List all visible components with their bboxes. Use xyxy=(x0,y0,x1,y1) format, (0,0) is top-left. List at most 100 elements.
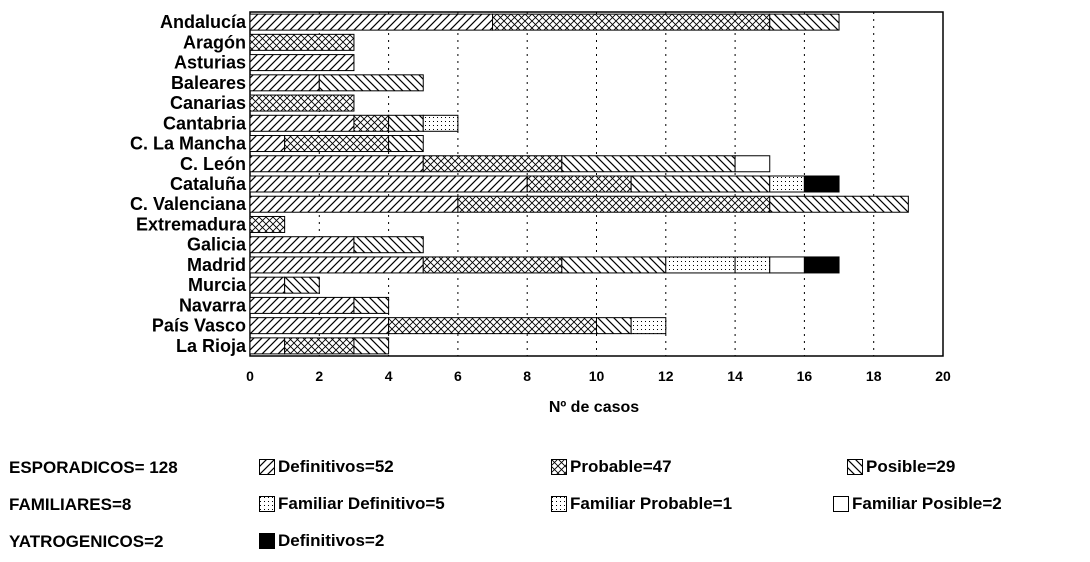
bar-segment xyxy=(561,155,736,173)
category-label: C. León xyxy=(180,154,246,174)
bar-segment xyxy=(388,135,424,153)
legend-item-posible: Posible=29 xyxy=(847,457,955,477)
legend-item-label: Posible=29 xyxy=(866,457,956,476)
legend-item-label: Familiar Posible=2 xyxy=(852,494,1002,513)
x-tick-label: 20 xyxy=(935,368,951,384)
bar-segment xyxy=(422,114,459,132)
bar-segment xyxy=(734,155,771,173)
back-diagonal-hatch-icon xyxy=(847,459,863,475)
bar-segment xyxy=(249,74,320,92)
legend-item-probable: Probable=47 xyxy=(551,457,672,477)
x-tick-label: 14 xyxy=(727,368,743,384)
bar-segment xyxy=(249,337,286,355)
bar-segment xyxy=(665,256,736,274)
legend-item-yatrogenicos-definitivos: Definitivos=2 xyxy=(259,531,384,551)
legend-group-familiares: FAMILIARES=8 xyxy=(9,495,132,514)
category-labels: AndalucíaAragónAsturiasBalearesCanariasC… xyxy=(130,12,247,356)
bar-segment xyxy=(249,13,494,31)
x-tick-label: 8 xyxy=(523,368,531,384)
bar-segment xyxy=(249,94,355,112)
bar-segment xyxy=(249,276,286,294)
legend-group-yatrogenicos: YATROGENICOS=2 xyxy=(9,532,164,551)
x-tick-label: 2 xyxy=(315,368,323,384)
bar-segment xyxy=(561,256,667,274)
category-label: Extremadura xyxy=(136,214,247,234)
bar-segment xyxy=(388,317,597,335)
bar-segment xyxy=(249,54,355,72)
x-tick-label: 16 xyxy=(797,368,813,384)
crosshatch-icon xyxy=(551,459,567,475)
legend-item-label: Familiar Probable=1 xyxy=(570,494,733,513)
category-label: C. La Mancha xyxy=(130,134,247,154)
bar-segment xyxy=(769,13,840,31)
bar-segment xyxy=(630,317,667,335)
category-label: Madrid xyxy=(187,255,246,275)
legend-item-definitivos: Definitivos=52 xyxy=(259,457,394,477)
bar-segment xyxy=(284,135,390,153)
x-tick-label: 0 xyxy=(246,368,254,384)
bar-segment xyxy=(249,114,355,132)
legend-item-label: Familiar Definitivo=5 xyxy=(278,494,445,513)
bar-segment xyxy=(422,256,563,274)
bar-segment xyxy=(388,114,424,132)
bar-segment xyxy=(249,256,424,274)
bar-segment xyxy=(249,33,355,51)
bar-segment xyxy=(630,175,771,193)
category-label: La Rioja xyxy=(176,336,247,356)
x-tick-label: 18 xyxy=(866,368,882,384)
bar-segment xyxy=(249,195,459,213)
legend-item-familiar-definitivo: Familiar Definitivo=5 xyxy=(259,494,445,514)
bar-segment xyxy=(734,256,771,274)
category-label: Baleares xyxy=(171,73,246,93)
x-tick-label: 6 xyxy=(454,368,462,384)
dotted-fill-icon xyxy=(259,496,275,512)
category-label: Cataluña xyxy=(170,174,247,194)
bar-segment xyxy=(249,236,355,254)
legend-item-familiar-posible: Familiar Posible=2 xyxy=(833,494,1002,514)
solid-black-icon xyxy=(259,533,275,549)
x-axis-label: Nº de casos xyxy=(549,399,639,416)
bar-segment xyxy=(249,155,424,173)
bar-segment xyxy=(284,337,355,355)
bars xyxy=(249,13,909,355)
legend-item-label: Definitivos=52 xyxy=(278,457,394,476)
category-label: País Vasco xyxy=(152,316,246,336)
bar-segment xyxy=(249,175,528,193)
bar-segment xyxy=(492,13,771,31)
category-label: Cantabria xyxy=(163,113,247,133)
legend-item-label: Probable=47 xyxy=(570,457,672,476)
category-label: C. Valenciana xyxy=(130,194,247,214)
bar-segment xyxy=(249,317,390,335)
bar-segment xyxy=(422,155,563,173)
category-label: Asturias xyxy=(174,53,246,73)
x-tick-labels: 0 2 4 6 8 10 12 14 16 18 20 xyxy=(246,368,951,384)
bar-segment xyxy=(249,215,286,233)
bar-segment xyxy=(353,337,390,355)
bar-segment xyxy=(803,175,840,193)
bar-segment xyxy=(249,135,286,153)
category-label: Murcia xyxy=(188,275,247,295)
x-tick-label: 12 xyxy=(658,368,674,384)
bar-segment xyxy=(353,236,424,254)
bar-segment xyxy=(457,195,771,213)
category-label: Navarra xyxy=(179,295,247,315)
bar-segment xyxy=(803,256,840,274)
bar-segment xyxy=(769,175,805,193)
bar-segment xyxy=(284,276,320,294)
category-label: Andalucía xyxy=(160,12,247,32)
stacked-bar-chart: AndalucíaAragónAsturiasBalearesCanariasC… xyxy=(130,11,951,416)
bar-segment xyxy=(769,195,909,213)
dotted-fill-icon xyxy=(551,496,567,512)
diagonal-hatch-icon xyxy=(259,459,275,475)
category-label: Canarias xyxy=(170,93,246,113)
x-tick-label: 10 xyxy=(589,368,605,384)
category-label: Aragón xyxy=(183,32,246,52)
blank-box-icon xyxy=(833,496,849,512)
bar-segment xyxy=(353,114,390,132)
x-tick-label: 4 xyxy=(385,368,393,384)
bar-segment xyxy=(249,296,355,314)
bar-segment xyxy=(596,317,632,335)
legend: ESPORADICOS= 128 FAMILIARES=8 YATROGENIC… xyxy=(0,448,1090,562)
category-label: Galicia xyxy=(187,235,247,255)
bar-segment xyxy=(769,256,805,274)
